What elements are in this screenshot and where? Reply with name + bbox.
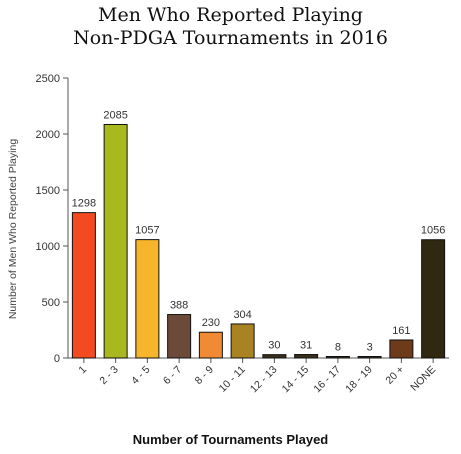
bar (167, 314, 192, 359)
bar (135, 239, 160, 359)
bar (230, 323, 255, 359)
x-axis-label: Number of Tournaments Played (132, 432, 329, 447)
bar (103, 123, 128, 359)
x-tick-label: 6 - 7 (161, 364, 184, 387)
x-tick-label: 2 - 3 (97, 364, 120, 387)
x-tick-label: 14 - 15 (280, 364, 312, 396)
x-tick-label: 8 - 9 (193, 364, 216, 387)
x-tick-label: 12 - 13 (248, 364, 280, 396)
value-label: 161 (392, 325, 410, 337)
value-label: 30 (268, 340, 280, 352)
bar (71, 212, 96, 359)
chart-title-line-1: Men Who Reported Playing (98, 4, 363, 26)
chart-title-line-2: Non-PDGA Tournaments in 2016 (73, 27, 388, 49)
x-tick-label: 20 + (383, 364, 406, 387)
bar (198, 331, 223, 359)
value-label: 3 (367, 342, 373, 354)
y-tick-label: 1500 (36, 185, 60, 197)
bar (421, 239, 446, 359)
value-label: 230 (202, 317, 220, 329)
value-label: 1298 (72, 198, 96, 210)
bar (357, 356, 382, 359)
x-tick-label: NONE (408, 364, 438, 394)
x-tick-label: 4 - 5 (129, 364, 152, 387)
bar (325, 356, 350, 359)
bar (262, 354, 287, 359)
y-axis-label: Number of Men Who Reported Playing (7, 139, 19, 319)
x-tick-label: 1 (76, 364, 89, 377)
y-tick-label: 500 (42, 297, 60, 309)
x-tick-label: 16 - 17 (311, 364, 343, 396)
y-tick-label: 0 (54, 353, 60, 365)
bar (294, 354, 319, 359)
bar (389, 339, 414, 359)
bars: 1298 2085 1057 388 230 304 30 31 8 3 161 1056 (71, 109, 446, 359)
x-tick-label: 18 - 19 (343, 364, 375, 396)
x-tick-label: 10 - 11 (217, 364, 248, 395)
value-label: 304 (233, 309, 251, 321)
y-tick-label: 2000 (36, 129, 60, 141)
y-tick-label: 2500 (36, 73, 60, 85)
value-label: 2085 (103, 109, 127, 121)
value-label: 1057 (135, 225, 159, 237)
value-label: 8 (335, 342, 341, 354)
value-label: 388 (170, 300, 188, 312)
value-label: 1056 (421, 225, 445, 237)
value-label: 31 (300, 340, 312, 352)
y-tick-label: 1000 (36, 241, 60, 253)
